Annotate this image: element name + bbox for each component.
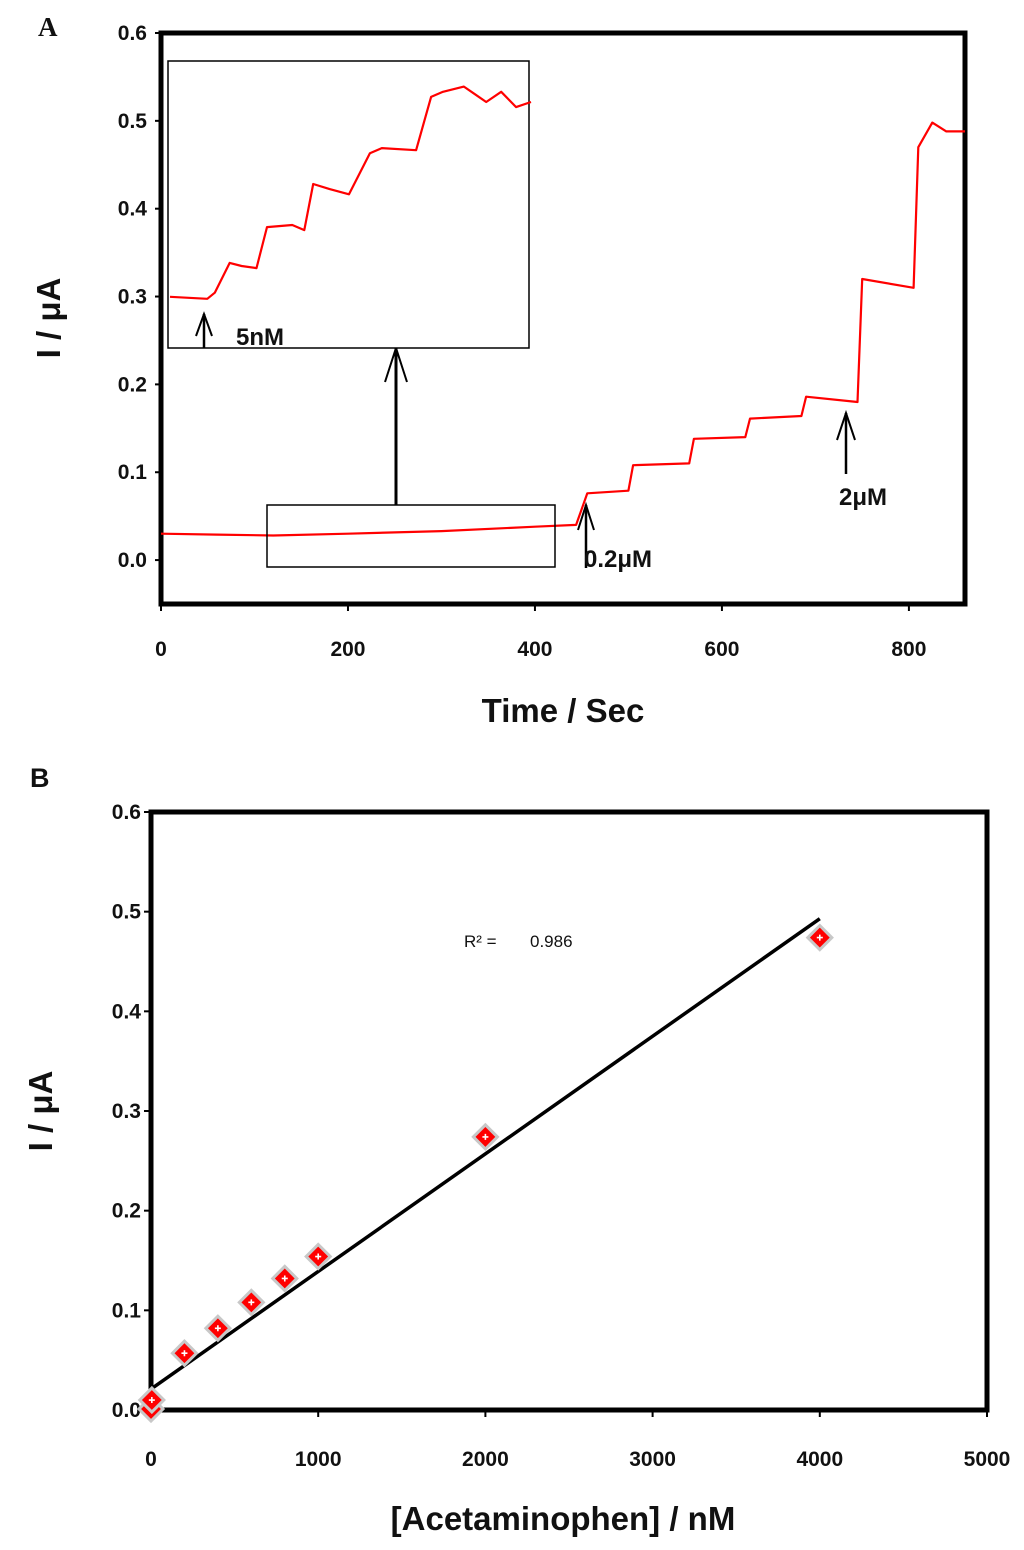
chart-a-x-tick-label: 600 <box>704 638 739 661</box>
chart-b-y-tick-label: 0.5 <box>112 901 142 924</box>
chart-a-x-tick-label: 200 <box>330 638 365 661</box>
chart-a-x-label: Time / Sec <box>482 692 645 729</box>
inset-arrow-head <box>195 311 213 337</box>
chart-a-plot-area <box>160 121 965 537</box>
chart-b-plot-area <box>136 917 834 1424</box>
chart-b: B 0.0 0.1 0.2 0.3 0.4 0.5 0.6 0 1000 2000 3000 400… <box>22 763 1010 1537</box>
chart-b-y-tick-label: 0.2 <box>112 1200 141 1223</box>
chart-a-y-tick-label: 0.3 <box>118 286 147 309</box>
data-point <box>170 1339 199 1368</box>
chart-b-y-label: I / μA <box>22 1071 59 1152</box>
data-point <box>304 1242 333 1271</box>
data-point <box>137 1385 166 1415</box>
panel-b-label: B <box>30 763 50 793</box>
chart-a-y-tick-label: 0.0 <box>118 549 147 572</box>
series-line-current <box>160 121 965 537</box>
chart-b-y-ticks: 0.0 0.1 0.2 0.3 0.4 0.5 0.6 <box>112 801 151 1422</box>
chart-a-x-tick-label: 0 <box>155 638 167 661</box>
chart-a-frame <box>158 30 968 607</box>
inset-plot <box>169 85 532 300</box>
annotation-5nm: 5nM <box>236 324 284 351</box>
chart-a: A 0.0 0.1 0.2 0.3 0.4 0.5 0.6 0 200 400 600 800 5n… <box>30 12 968 729</box>
chart-b-y-tick-label: 0.4 <box>112 1000 142 1023</box>
chart-b-x-tick-label: 1000 <box>295 1448 342 1471</box>
data-point <box>203 1314 233 1343</box>
zoom-region-box <box>266 504 556 568</box>
chart-b-x-ticks: 0 1000 2000 3000 4000 5000 <box>145 1410 1010 1471</box>
chart-b-x-tick-label: 3000 <box>629 1448 676 1471</box>
data-point-cross <box>281 1275 288 1282</box>
chart-a-y-tick-label: 0.4 <box>118 198 148 221</box>
fit-line <box>149 917 821 1391</box>
inset-series-line <box>169 85 532 300</box>
data-point-cross <box>181 1350 188 1357</box>
data-point-cross <box>816 934 823 941</box>
data-point-cross <box>148 1397 155 1404</box>
arrow-2um-head <box>836 409 856 441</box>
data-point <box>237 1288 266 1317</box>
r2-value: 0.986 <box>530 932 573 951</box>
inset-frame <box>167 60 530 349</box>
chart-b-x-tick-label: 0 <box>145 1448 157 1471</box>
chart-a-x-tick-label: 800 <box>891 638 926 661</box>
chart-b-x-tick-label: 2000 <box>462 1448 509 1471</box>
annotation-2um: 2μM <box>839 484 887 511</box>
chart-b-x-tick-label: 4000 <box>796 1448 843 1471</box>
chart-a-y-tick-label: 0.2 <box>118 373 147 396</box>
chart-a-y-tick-label: 0.1 <box>118 461 148 484</box>
chart-a-x-tick-label: 400 <box>517 638 552 661</box>
data-point-cross <box>482 1133 489 1140</box>
chart-b-frame <box>148 809 990 1413</box>
panel-a-label: A <box>38 12 58 42</box>
data-point <box>471 1122 500 1152</box>
data-point-cross <box>248 1299 255 1306</box>
arrow-0-2um-head <box>577 501 595 531</box>
chart-a-y-tick-label: 0.5 <box>118 110 148 133</box>
annotation-0-2um: 0.2μM <box>584 546 652 573</box>
data-point <box>270 1264 299 1293</box>
chart-b-x-tick-label: 5000 <box>964 1448 1011 1471</box>
chart-a-y-ticks: 0.0 0.1 0.2 0.3 0.4 0.5 0.6 <box>118 22 161 572</box>
data-point-cross <box>214 1325 221 1332</box>
chart-b-x-label: [Acetaminophen] / nM <box>391 1500 736 1537</box>
data-point <box>805 923 834 952</box>
chart-a-y-tick-label: 0.6 <box>118 22 147 45</box>
chart-a-x-ticks: 0 200 400 600 800 <box>155 604 926 661</box>
chart-b-y-tick-label: 0.1 <box>112 1299 142 1322</box>
data-point-cross <box>315 1253 322 1260</box>
r2-label: R² = <box>464 932 497 951</box>
chart-b-y-tick-label: 0.0 <box>112 1399 141 1422</box>
chart-b-y-tick-label: 0.3 <box>112 1100 141 1123</box>
chart-b-y-tick-label: 0.6 <box>112 801 141 824</box>
chart-a-y-label: I / μA <box>30 278 67 359</box>
